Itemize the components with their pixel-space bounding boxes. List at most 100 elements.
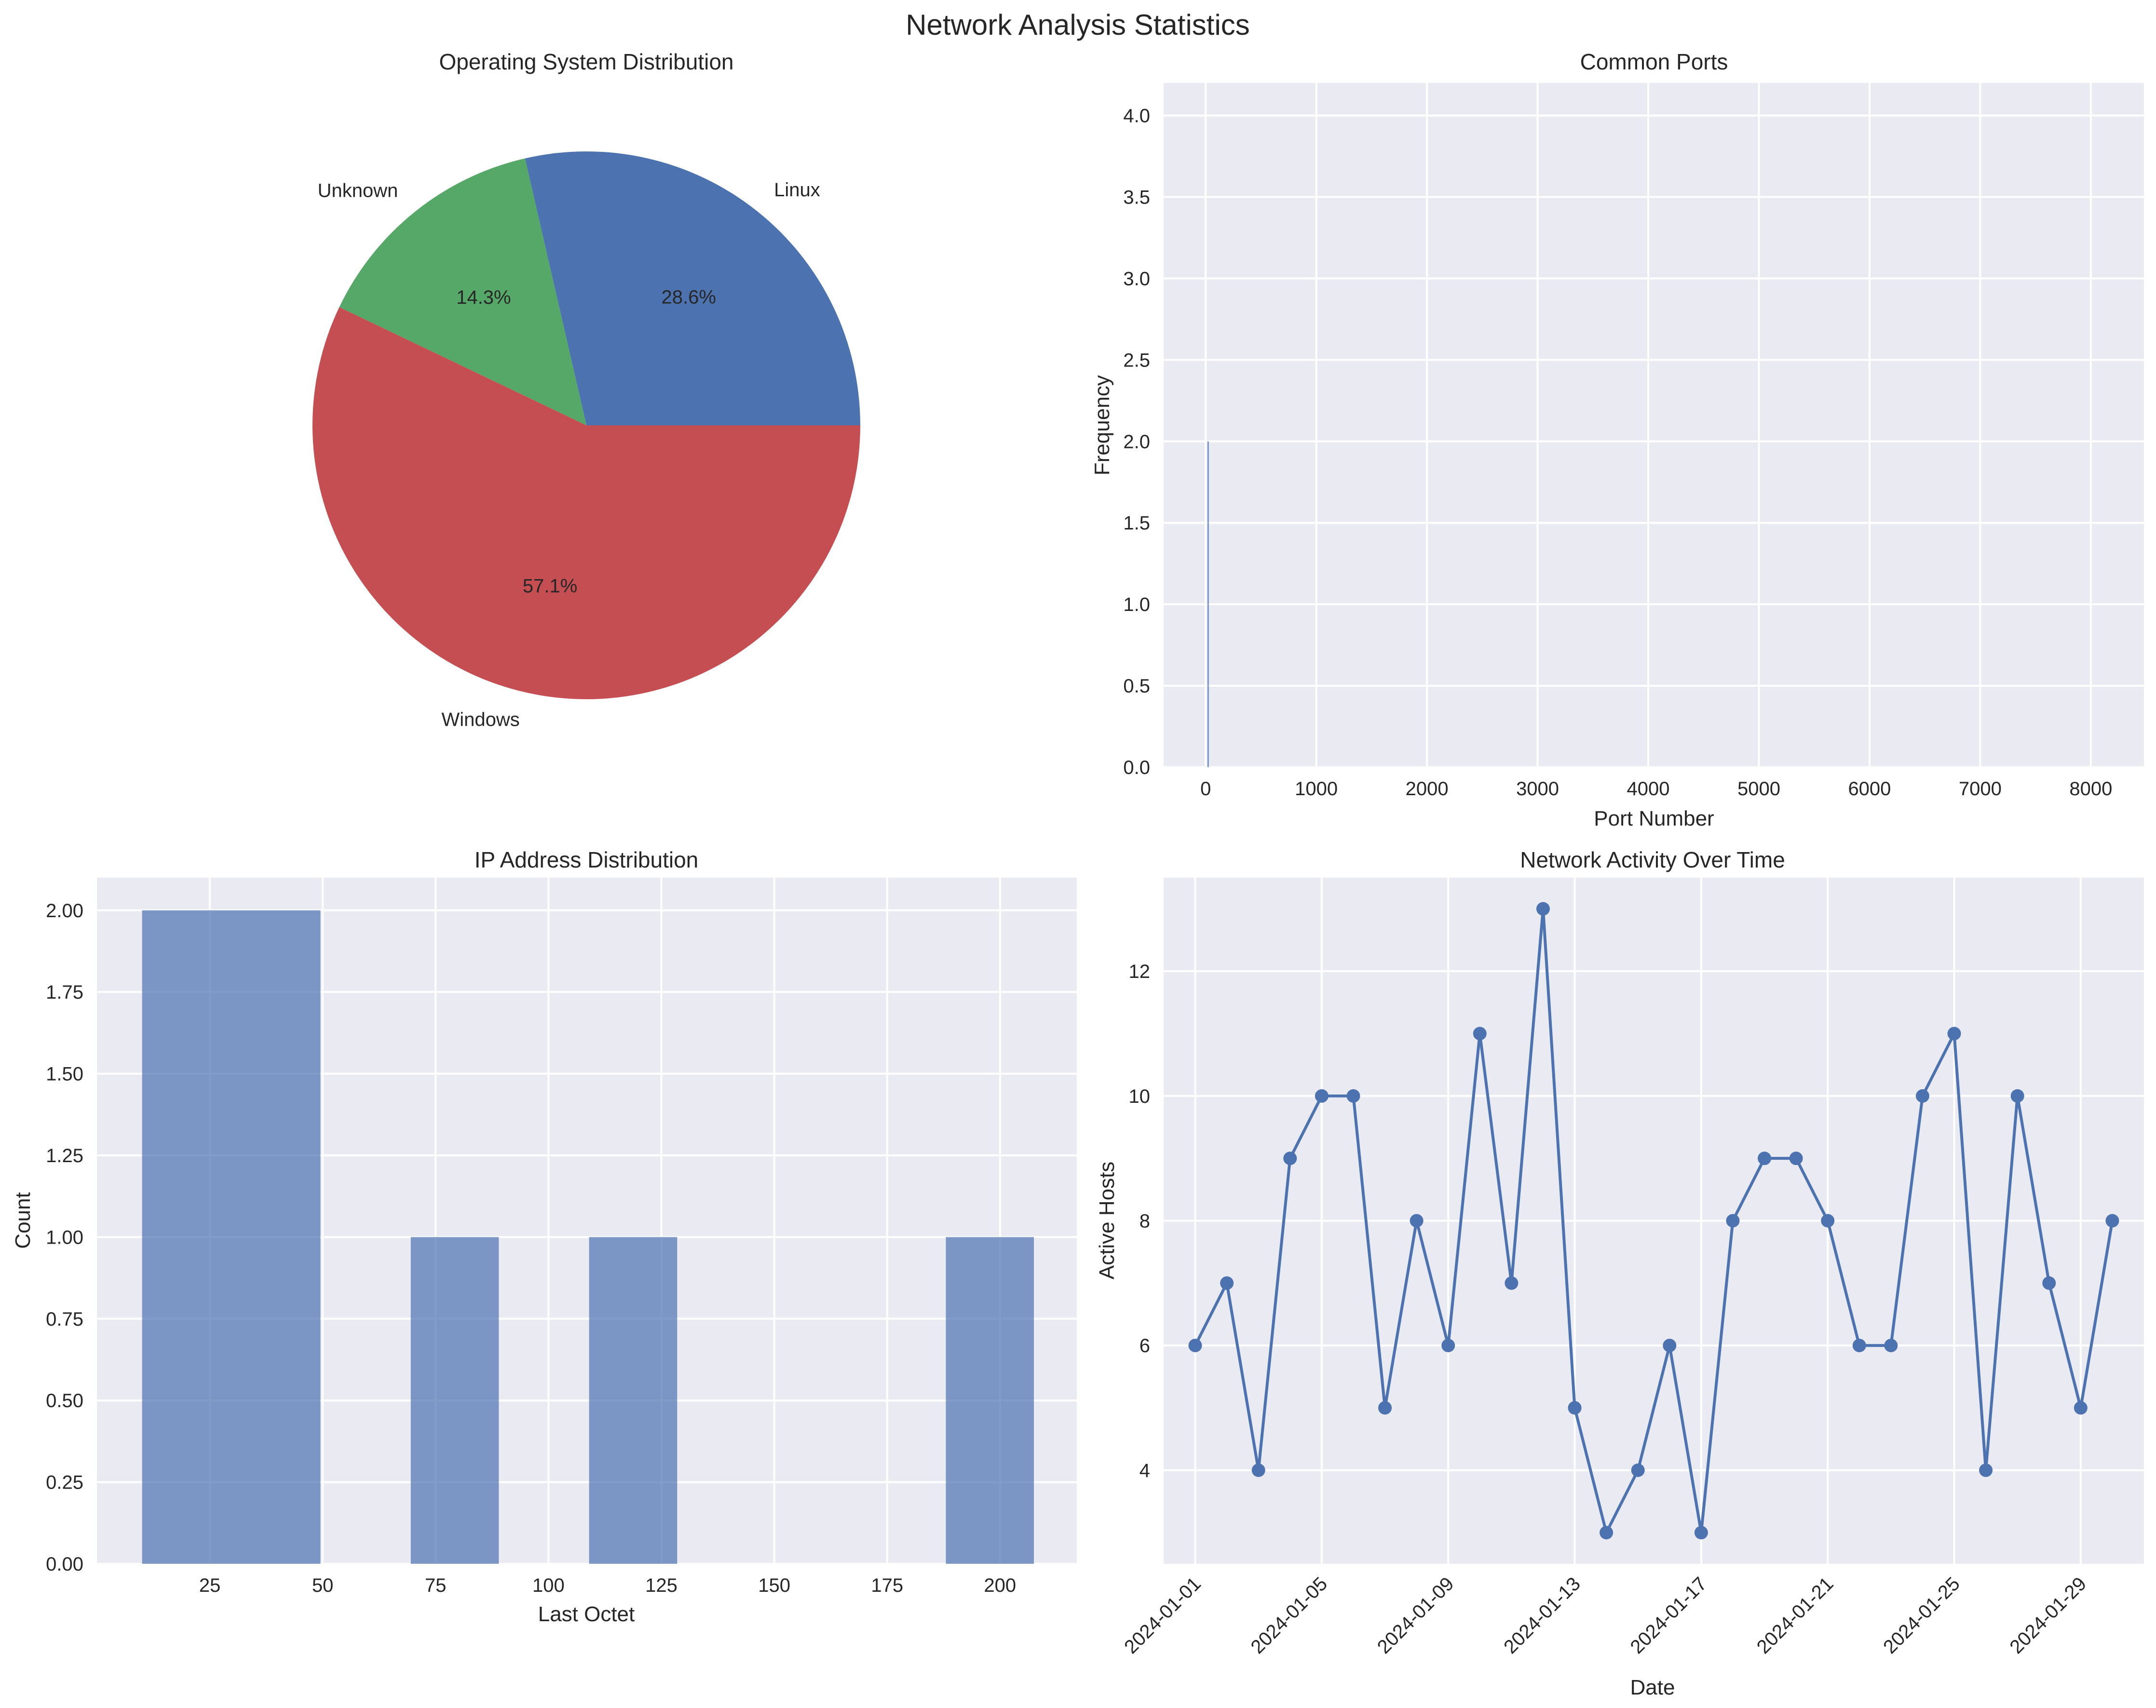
activity-point: [1979, 1463, 1993, 1477]
ports-xtick-label: 1000: [1295, 778, 1338, 800]
ports-ytick-label: 1.0: [1123, 594, 1150, 615]
activity-point: [1694, 1526, 1708, 1540]
ip-xtick-label: 75: [425, 1575, 447, 1596]
activity-point: [1188, 1339, 1202, 1353]
activity-point: [1600, 1526, 1614, 1540]
activity-title: Network Activity Over Time: [1520, 847, 1785, 872]
activity-xtick-label: 2024-01-05: [1247, 1573, 1331, 1658]
ip-ytick-label: 1.50: [46, 1064, 83, 1085]
ip-bar: [410, 1237, 499, 1564]
activity-ytick-label: 10: [1129, 1086, 1151, 1107]
activity-point: [1315, 1089, 1329, 1103]
activity-point: [1378, 1401, 1392, 1415]
ports-xtick-label: 2000: [1406, 778, 1449, 800]
ip-xtick-label: 50: [312, 1575, 334, 1596]
ip-bar: [589, 1237, 678, 1564]
activity-xtick-label: 2024-01-17: [1626, 1573, 1711, 1658]
ports-ylabel: Frequency: [1090, 375, 1114, 475]
activity-point: [1789, 1152, 1803, 1166]
activity-point: [1346, 1089, 1360, 1103]
ip-ytick-label: 0.00: [46, 1554, 83, 1575]
activity-point: [1536, 902, 1550, 916]
os-distribution-pie-chart: Operating System Distribution Linux 28.6%…: [312, 49, 860, 730]
ip-address-distribution-chart: IP Address Distribution 25 50 75 100 125 150 1…: [11, 847, 1077, 1626]
ip-ytick-label: 2.00: [46, 900, 83, 922]
ip-xtick-label: 100: [532, 1575, 565, 1596]
activity-point: [1726, 1214, 1740, 1228]
pie-label-linux: Linux: [774, 179, 820, 201]
activity-ytick-label: 4: [1139, 1460, 1150, 1481]
ports-xtick-label: 8000: [2069, 778, 2112, 800]
ip-xlabel: Last Octet: [538, 1602, 635, 1626]
ports-ytick-label: 0.0: [1123, 757, 1150, 778]
ip-title: IP Address Distribution: [475, 847, 699, 872]
pie-slice-linux: [525, 151, 860, 425]
pie-title: Operating System Distribution: [439, 49, 733, 74]
activity-ytick-label: 8: [1139, 1211, 1150, 1232]
ip-ytick-label: 0.50: [46, 1390, 83, 1411]
ip-xtick-label: 200: [984, 1575, 1016, 1596]
ip-xtick-label: 25: [199, 1575, 221, 1596]
activity-point: [1758, 1152, 1772, 1166]
ports-xlabel: Port Number: [1594, 807, 1714, 830]
ports-plot-area: [1164, 83, 2144, 767]
activity-point: [1884, 1339, 1898, 1353]
activity-xtick-label: 2024-01-21: [1753, 1573, 1838, 1658]
ip-xtick-label: 175: [871, 1575, 903, 1596]
pie-label-windows: Windows: [442, 709, 520, 730]
common-ports-chart: Common Ports 0 1000 2000 3000 4000 5000 6000 70…: [1090, 49, 2144, 830]
activity-xtick-label: 2024-01-09: [1373, 1573, 1458, 1658]
figure-title: Network Analysis Statistics: [906, 9, 1250, 41]
ip-xtick-label: 125: [645, 1575, 678, 1596]
activity-point: [1505, 1276, 1519, 1290]
activity-xtick-label: 2024-01-25: [1879, 1573, 1964, 1658]
activity-point: [1473, 1027, 1487, 1041]
activity-point: [2042, 1276, 2056, 1290]
activity-xlabel: Date: [1630, 1676, 1675, 1699]
ports-xtick-label: 3000: [1516, 778, 1559, 800]
activity-point: [2105, 1214, 2119, 1228]
activity-ylabel: Active Hosts: [1095, 1162, 1119, 1280]
ports-xtick-label: 6000: [1848, 778, 1891, 800]
ports-xtick-label: 0: [1200, 778, 1211, 800]
ports-xtick-label: 5000: [1737, 778, 1780, 800]
ports-xtick-label: 7000: [1959, 778, 2002, 800]
activity-point: [1631, 1463, 1645, 1477]
activity-xtick-label: 2024-01-13: [1500, 1573, 1585, 1658]
activity-xtick-label: 2024-01-29: [2006, 1573, 2090, 1658]
activity-point: [1251, 1463, 1265, 1477]
ip-ytick-label: 0.75: [46, 1309, 83, 1330]
ports-title: Common Ports: [1580, 49, 1728, 74]
ip-ylabel: Count: [11, 1192, 35, 1248]
ports-xtick-label: 4000: [1627, 778, 1670, 800]
activity-point: [1283, 1152, 1297, 1166]
ports-ytick-label: 3.5: [1123, 187, 1150, 208]
ports-ytick-label: 2.0: [1123, 431, 1150, 452]
pie-pct-linux: 28.6%: [662, 286, 716, 308]
ip-ytick-label: 0.25: [46, 1472, 83, 1493]
ports-ytick-label: 4.0: [1123, 106, 1150, 127]
ip-bar: [142, 910, 321, 1564]
ip-ytick-label: 1.75: [46, 982, 83, 1003]
activity-point: [1220, 1276, 1234, 1290]
ports-ytick-label: 1.5: [1123, 513, 1150, 534]
activity-point: [1410, 1214, 1424, 1228]
ports-ytick-label: 2.5: [1123, 350, 1150, 371]
activity-point: [2074, 1401, 2088, 1415]
activity-point: [1821, 1214, 1835, 1228]
activity-ytick-label: 6: [1139, 1335, 1150, 1356]
ip-ytick-label: 1.00: [46, 1227, 83, 1248]
ports-ytick-label: 3.0: [1123, 268, 1150, 289]
activity-point: [1915, 1089, 1929, 1103]
activity-xtick-label: 2024-01-01: [1120, 1573, 1205, 1658]
network-activity-chart: Network Activity Over Time 2024-01-01 202…: [1095, 847, 2144, 1699]
pie-label-unknown: Unknown: [318, 180, 398, 201]
ip-bar: [946, 1237, 1034, 1564]
activity-ytick-label: 12: [1129, 961, 1151, 982]
ip-xtick-label: 150: [758, 1575, 790, 1596]
pie-pct-unknown: 14.3%: [456, 287, 511, 308]
pie-slice-windows: [312, 307, 860, 699]
ports-bar: [1207, 441, 1209, 767]
activity-point: [1663, 1339, 1677, 1353]
